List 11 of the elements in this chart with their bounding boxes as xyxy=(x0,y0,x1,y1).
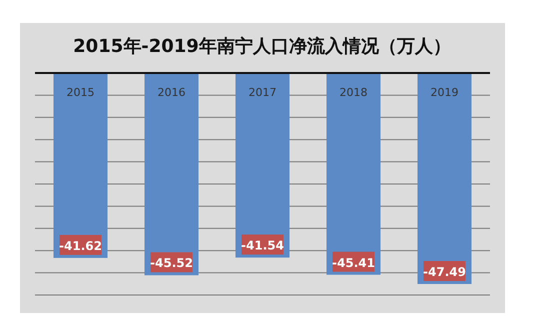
x-tick-label: 2016 xyxy=(158,86,186,99)
chart-title: 2015年-2019年南宁人口净流入情况（万人） xyxy=(73,36,451,57)
x-tick-label: 2018 xyxy=(340,86,368,99)
data-label: -45.41 xyxy=(332,256,375,270)
x-tick-label: 2019 xyxy=(430,86,458,99)
data-label: -45.52 xyxy=(150,256,193,270)
data-label: -41.54 xyxy=(241,238,284,253)
x-tick-label: 2015 xyxy=(66,86,94,99)
x-tick-label: 2017 xyxy=(248,86,276,99)
data-label: -41.62 xyxy=(59,238,102,253)
data-label: -47.49 xyxy=(423,265,466,279)
